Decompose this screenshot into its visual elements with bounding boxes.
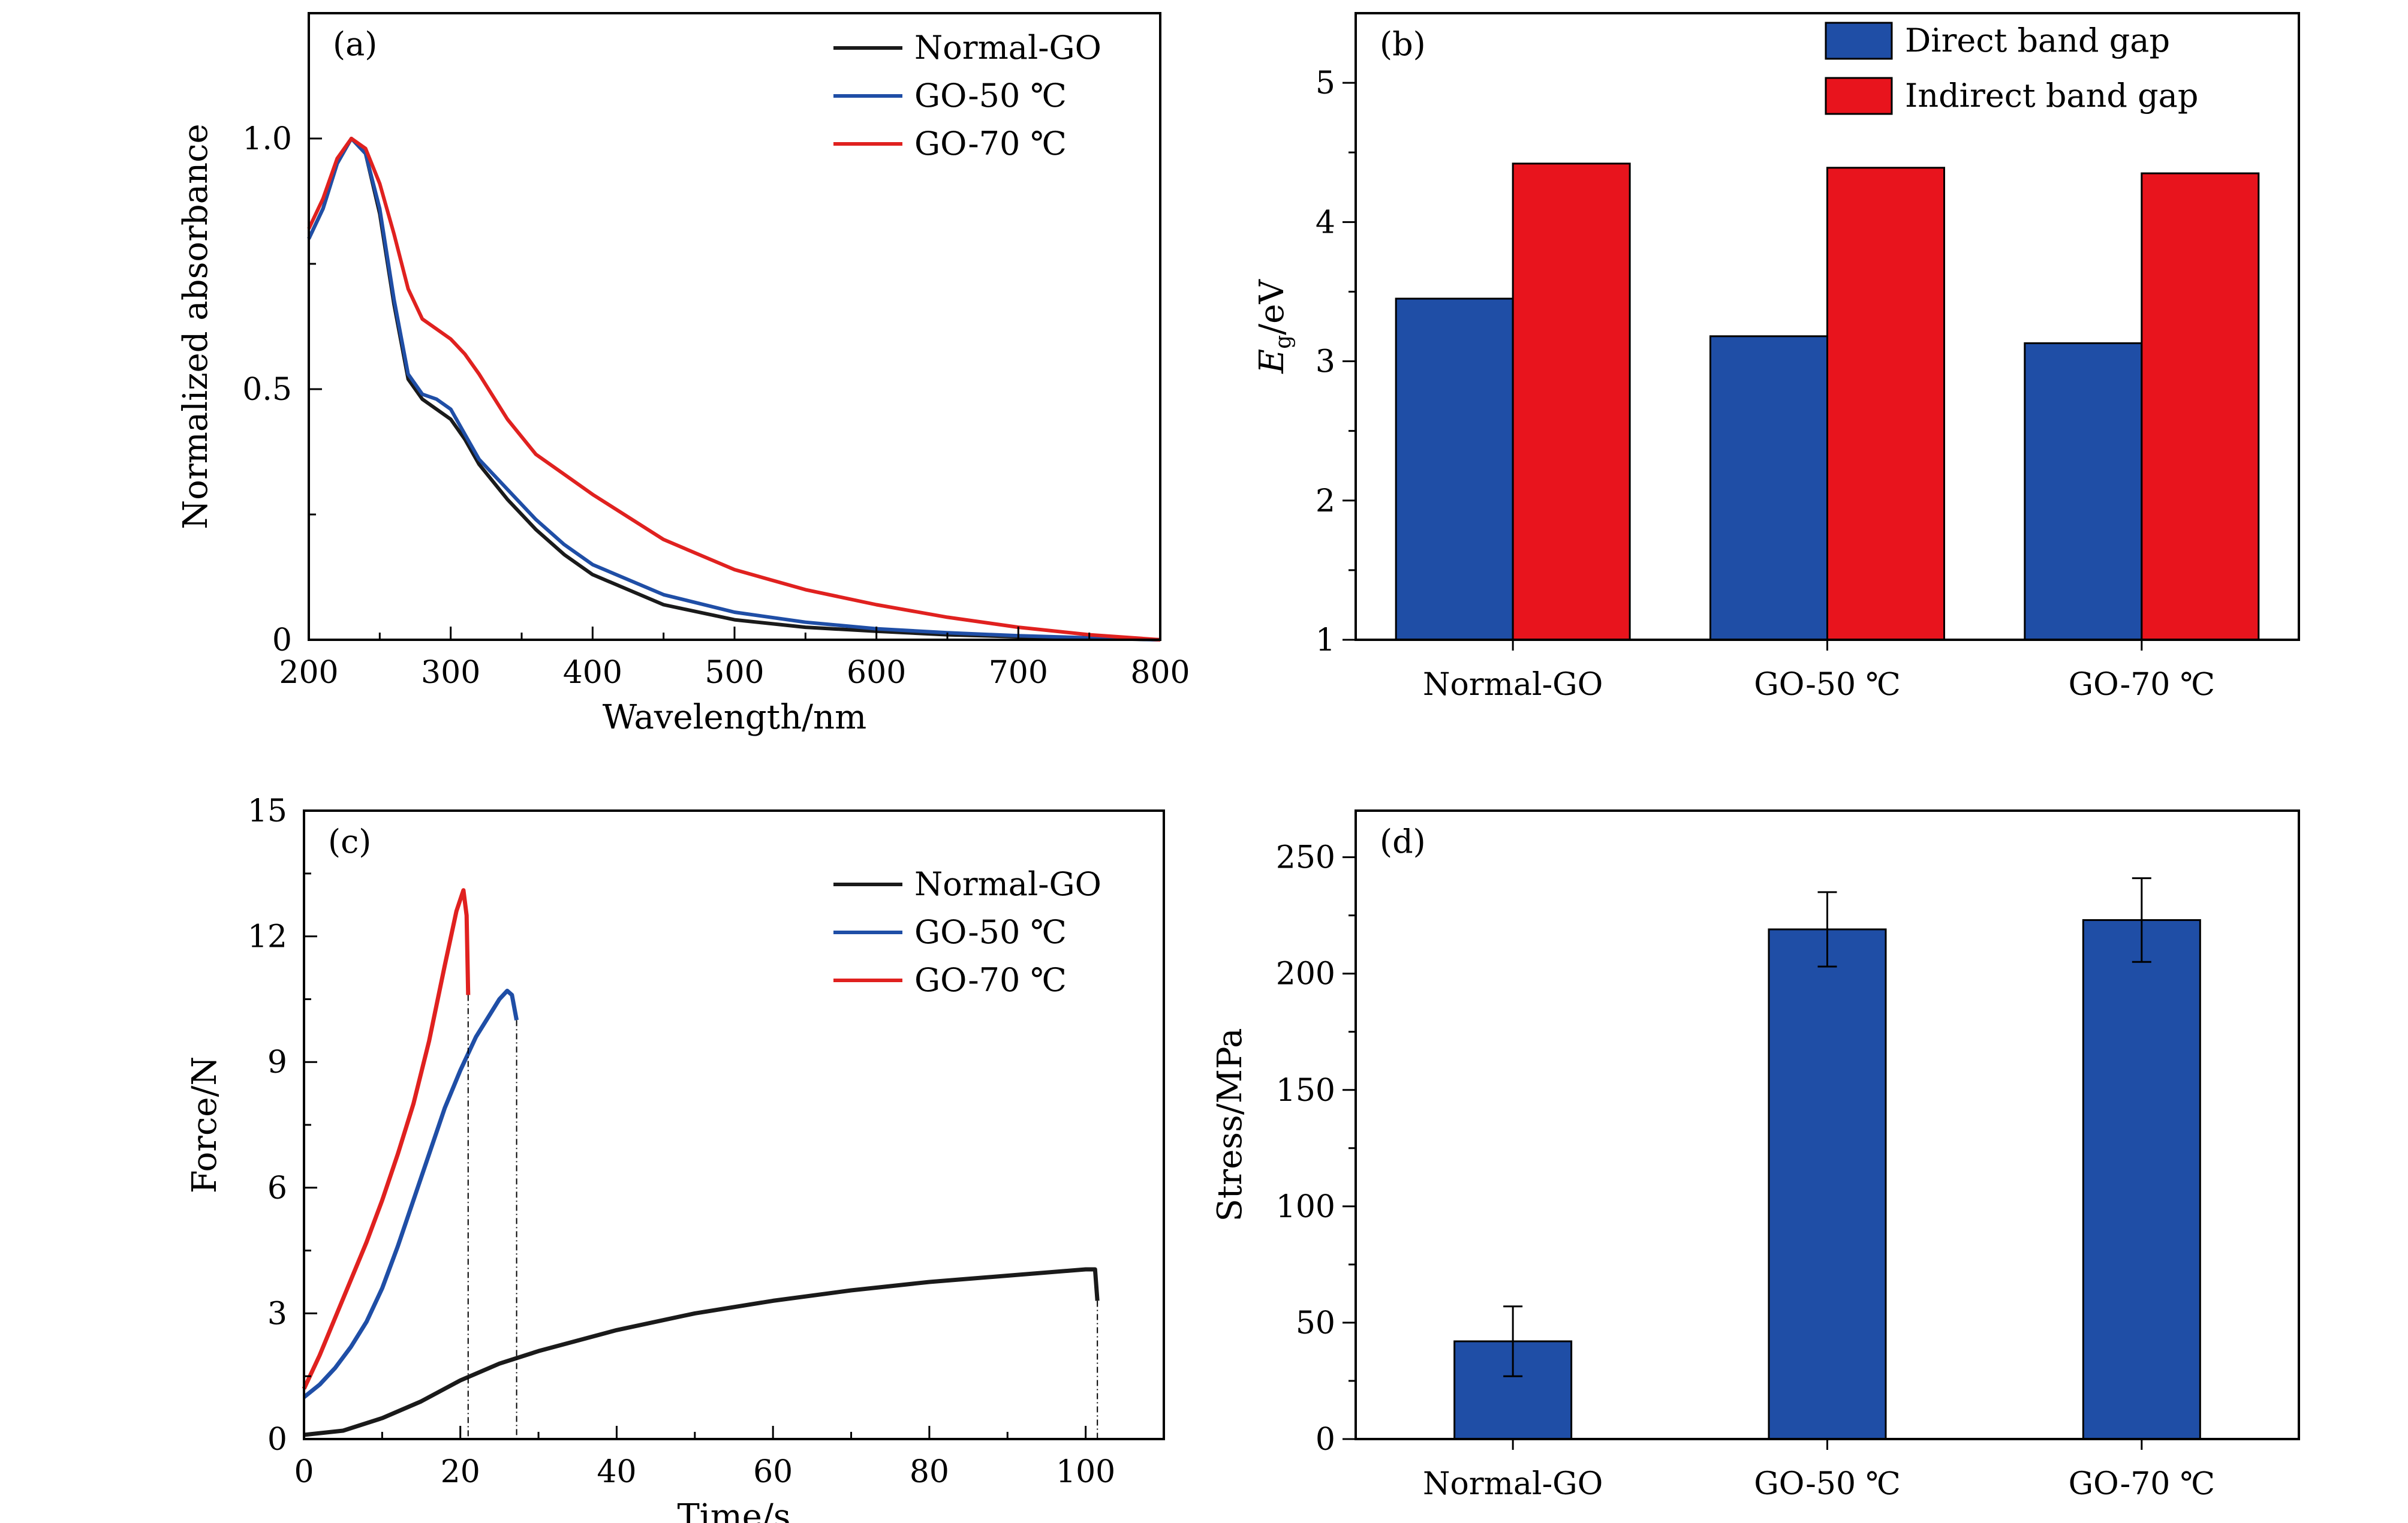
x-tick-label: 80 bbox=[910, 1454, 949, 1490]
x-tick-label: 60 bbox=[753, 1454, 793, 1490]
y-tick-label: 100 bbox=[1276, 1189, 1335, 1225]
legend-label: Indirect band gap bbox=[1905, 77, 2198, 115]
y-axis-title: Eg/eV bbox=[1253, 279, 1296, 374]
bar bbox=[2082, 919, 2201, 1440]
y-tick-label: 150 bbox=[1276, 1073, 1335, 1109]
y-axis-title-subscript: g bbox=[1271, 335, 1296, 349]
plot-frame bbox=[1354, 809, 2300, 1440]
series-line-1 bbox=[302, 988, 519, 1399]
plot-frame bbox=[303, 809, 1165, 1440]
legend-label: GO-70 ℃ bbox=[914, 961, 1067, 999]
y-tick-label: 6 bbox=[267, 1170, 287, 1206]
y-tick-label: 3 bbox=[267, 1296, 287, 1332]
y-axis-title-unit: /eV bbox=[1253, 279, 1292, 335]
y-axis-title: Stress/MPa bbox=[1211, 1028, 1250, 1221]
legend-label: GO-70 ℃ bbox=[914, 125, 1067, 162]
plot-frame bbox=[1354, 12, 2300, 641]
series-line-1 bbox=[307, 137, 1161, 642]
legend-swatch bbox=[1825, 22, 1893, 60]
x-axis-title: Wavelength/nm bbox=[603, 698, 866, 737]
y-tick-label: 200 bbox=[1276, 956, 1335, 992]
bar bbox=[1395, 297, 1514, 641]
y-axis-title: Normalized absorbance bbox=[176, 124, 215, 529]
y-tick-label: 0 bbox=[267, 1422, 287, 1458]
y-tick-label: 0.5 bbox=[242, 372, 292, 408]
legend-swatch bbox=[1825, 77, 1893, 115]
x-category-label: Normal-GO bbox=[1423, 1466, 1603, 1502]
x-tick-label: 700 bbox=[989, 655, 1048, 691]
x-category-label: GO-50 ℃ bbox=[1754, 667, 1901, 703]
legend-label: GO-50 ℃ bbox=[914, 913, 1067, 951]
y-tick-label: 250 bbox=[1276, 840, 1335, 876]
x-tick-label: 600 bbox=[847, 655, 906, 691]
y-tick-label: 50 bbox=[1296, 1305, 1335, 1341]
legend-label: Direct band gap bbox=[1905, 22, 2170, 59]
panel-1: Normal-GO GO-50 ℃ GO-70 ℃ 1 2 3 4 5 Eg/eV (b) Dire… bbox=[1253, 12, 2300, 703]
series-line-0 bbox=[303, 1267, 1100, 1437]
x-tick-label: 800 bbox=[1130, 655, 1190, 691]
bar bbox=[1826, 167, 1945, 641]
x-tick-label: 100 bbox=[1056, 1454, 1115, 1490]
y-tick-label: 2 bbox=[1316, 483, 1335, 519]
x-tick-label: 400 bbox=[563, 655, 622, 691]
x-tick-label: 500 bbox=[705, 655, 764, 691]
x-tick-label: 300 bbox=[421, 655, 480, 691]
panel-label: (b) bbox=[1380, 25, 1426, 63]
series-line-2 bbox=[307, 137, 1161, 642]
y-axis-title-symbol: E bbox=[1253, 349, 1292, 374]
y-tick-label: 1 bbox=[1316, 622, 1335, 658]
x-category-label: GO-70 ℃ bbox=[2069, 1466, 2216, 1502]
x-axis-title: Time/s bbox=[677, 1497, 790, 1523]
y-tick-label: 3 bbox=[1316, 344, 1335, 380]
series-line-0 bbox=[307, 137, 1161, 642]
y-tick-label: 1.0 bbox=[242, 121, 292, 157]
bar bbox=[1512, 162, 1631, 641]
panel-3: Normal-GO GO-50 ℃ GO-70 ℃ 0 50 100 150 200 250 St… bbox=[1211, 809, 2300, 1502]
y-tick-label: 15 bbox=[248, 793, 287, 829]
y-tick-label: 12 bbox=[248, 919, 287, 955]
panel-label: (c) bbox=[328, 823, 371, 860]
x-tick-label: 40 bbox=[597, 1454, 636, 1490]
x-category-label: GO-70 ℃ bbox=[2069, 667, 2216, 703]
panel-0: 200 300 400 500 600 700 800 0 0.5 1.0 Wavelength/n… bbox=[176, 12, 1190, 737]
y-tick-label: 0 bbox=[272, 622, 292, 658]
legend-label: GO-50 ℃ bbox=[914, 77, 1067, 115]
y-tick-label: 0 bbox=[1316, 1422, 1335, 1458]
bar bbox=[1709, 335, 1828, 641]
panel-label: (a) bbox=[333, 25, 377, 63]
bar bbox=[2024, 342, 2143, 641]
series-line-2 bbox=[302, 888, 471, 1390]
panel-2: 0 20 40 60 80 100 0 3 6 9 12 15 Time/s Force/N (c) Norm… bbox=[185, 793, 1165, 1523]
x-tick-label: 0 bbox=[294, 1454, 314, 1490]
bar bbox=[2141, 172, 2260, 641]
panel-label: (d) bbox=[1380, 823, 1426, 860]
legend-label: Normal-GO bbox=[914, 29, 1101, 67]
y-tick-label: 5 bbox=[1316, 65, 1335, 101]
x-category-label: Normal-GO bbox=[1423, 667, 1603, 703]
legend-label: Normal-GO bbox=[914, 865, 1101, 903]
x-tick-label: 20 bbox=[441, 1454, 480, 1490]
bar bbox=[1768, 928, 1887, 1440]
y-tick-label: 9 bbox=[267, 1045, 287, 1080]
y-axis-title: Force/N bbox=[185, 1057, 224, 1194]
y-tick-label: 4 bbox=[1316, 204, 1335, 240]
x-tick-label: 200 bbox=[279, 655, 338, 691]
x-category-label: GO-50 ℃ bbox=[1754, 1466, 1901, 1502]
